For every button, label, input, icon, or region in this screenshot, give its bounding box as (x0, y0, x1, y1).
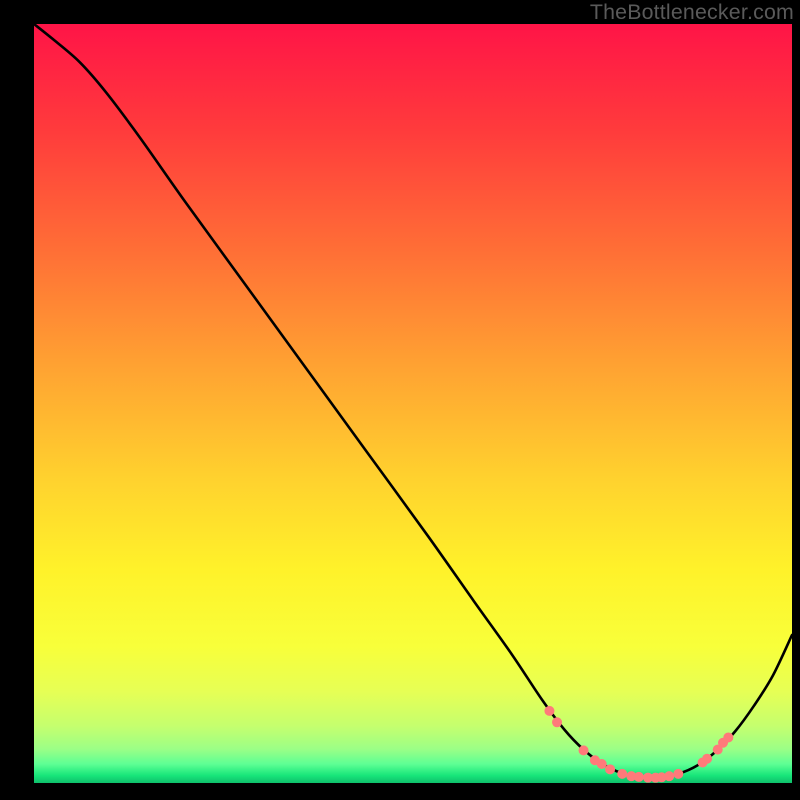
chart-frame: TheBottlenecker.com (0, 0, 800, 800)
data-point (634, 772, 644, 782)
data-point (723, 732, 733, 742)
data-point (605, 764, 615, 774)
watermark-text: TheBottlenecker.com (590, 0, 794, 25)
data-point (597, 759, 607, 769)
data-point (617, 769, 627, 779)
curve-markers (544, 706, 733, 783)
data-point (702, 754, 712, 764)
data-point (673, 769, 683, 779)
data-point (579, 745, 589, 755)
data-point (664, 771, 674, 781)
data-point (552, 717, 562, 727)
data-point (544, 706, 554, 716)
curve-layer (34, 24, 792, 783)
plot-area (34, 24, 792, 783)
bottleneck-curve (34, 24, 792, 778)
